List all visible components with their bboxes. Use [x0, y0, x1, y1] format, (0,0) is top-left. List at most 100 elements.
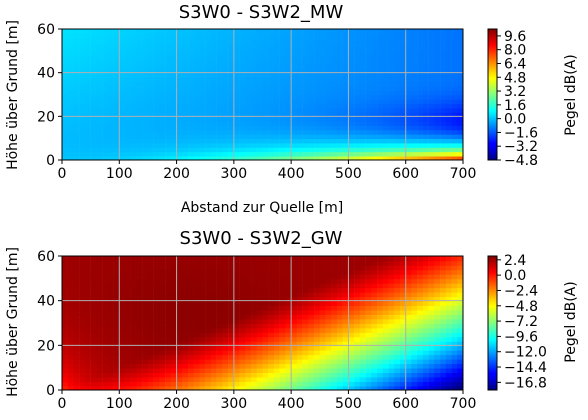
chart-gw-cell [319, 309, 326, 315]
chart-gw-cell [365, 331, 372, 338]
chart-mw-cell [228, 55, 235, 61]
chart-mw-cell [291, 98, 298, 105]
chart-gw-cell [113, 323, 120, 329]
chart-mw-cell [440, 68, 447, 74]
chart-mw-cell [245, 103, 252, 109]
chart-gw-cell [205, 385, 212, 390]
chart-gw-cell [228, 372, 235, 378]
chart-gw-cell [113, 327, 120, 333]
chart-mw-cell [399, 68, 406, 74]
chart-gw-cell [296, 309, 303, 315]
chart-gw-cell [336, 367, 343, 374]
chart-mw-cell [457, 155, 463, 160]
chart-gw-cell [273, 291, 280, 298]
chart-gw-cell [170, 349, 177, 356]
chart-gw-cell [79, 256, 86, 262]
chart-mw-cell [331, 33, 338, 39]
chart-mw-cell [399, 42, 406, 48]
chart-mw-cell [440, 107, 447, 113]
chart-gw-cell [359, 296, 366, 302]
chart-mw-cell [165, 37, 172, 43]
chart-mw-cell [434, 120, 441, 126]
chart-mw-cell [377, 29, 384, 35]
chart-mw-cell [239, 129, 246, 135]
chart-gw-cell [359, 309, 366, 315]
chart-gw-cell [394, 278, 401, 284]
chart-mw-cell [319, 129, 326, 135]
chart-mw-cell [193, 77, 200, 83]
chart-mw-cell [342, 146, 349, 153]
chart-mw-cell [359, 59, 366, 65]
chart-gw-cell [342, 309, 349, 315]
chart-mw-cell [210, 146, 217, 153]
chart-gw-cell [102, 256, 109, 262]
chart-gw-cell [359, 269, 366, 275]
chart-gw-cell [336, 327, 343, 333]
chart-gw-cell [359, 291, 366, 298]
chart-mw-cell [440, 146, 447, 153]
chart-mw-cell [205, 142, 212, 148]
chart-mw-cell [291, 103, 298, 109]
chart-gw-cell [422, 300, 429, 307]
chart-gw-cell [79, 323, 86, 329]
chart-gw-cell [159, 309, 166, 315]
chart-gw-cell [130, 309, 137, 315]
chart-mw-cell [285, 142, 292, 148]
chart-gw-cell [262, 309, 269, 315]
chart-gw-cell [279, 358, 286, 365]
chart-gw-cell [325, 327, 332, 333]
chart-mw-cell [319, 98, 326, 105]
chart-gw-cell [354, 354, 361, 360]
chart-gw-cell [119, 358, 126, 365]
chart-mw-cell [125, 103, 131, 109]
chart-gw-cell [193, 349, 200, 356]
chart-gw-cell [377, 381, 384, 387]
chart-gw-cell [285, 309, 292, 315]
chart-mw-cell [314, 94, 321, 100]
chart-gw-cell [314, 354, 321, 360]
chart-mw-cell [417, 85, 424, 92]
chart-mw-cell [147, 120, 154, 126]
chart-mw-cell [142, 81, 149, 87]
chart-gw-cell [371, 340, 378, 347]
chart-mw-cell [182, 29, 189, 35]
chart-mw-cell [199, 133, 206, 140]
chart-mw-cell [405, 81, 412, 87]
chart-gw-cell [279, 300, 286, 307]
chart-mw-cell [365, 98, 372, 105]
chart-gw-cell [188, 300, 194, 307]
chart-mw-cell [296, 85, 303, 92]
chart-gw-cell [107, 327, 114, 333]
chart-gw-cell [302, 273, 309, 280]
chart-mw-cell [125, 46, 131, 52]
chart-gw-cell [79, 291, 86, 298]
chart-mw-cell [73, 55, 80, 61]
chart-gw-cell [319, 327, 326, 333]
chart-gw-cell [262, 358, 269, 365]
chart-gw-cell [153, 354, 160, 360]
chart-mw-cell [371, 125, 378, 131]
chart-mw-cell [308, 94, 315, 100]
chart-mw-cell [119, 81, 126, 87]
chart-gw-cell [377, 260, 384, 266]
chart-mw-cell [130, 116, 137, 122]
chart-gw-cell [291, 287, 298, 293]
chart-mw-cell [411, 94, 418, 100]
chart-mw-cell [147, 68, 154, 74]
chart-mw-cell [422, 63, 429, 70]
chart-gw-cell [153, 256, 160, 262]
chart-gw-cell [308, 256, 315, 262]
chart-mw-cell [113, 46, 120, 52]
chart-mw-cell [348, 63, 355, 70]
chart-mw-cell [147, 46, 154, 52]
chart-gw-cell [102, 358, 109, 365]
chart-mw-cell [422, 81, 429, 87]
chart-gw-cell [73, 340, 80, 347]
chart-mw-cell [62, 98, 68, 105]
chart-gw-cell [113, 318, 120, 324]
chart-gw-cell [199, 296, 206, 302]
chart-mw-cell [102, 129, 109, 135]
chart-gw-cell [302, 260, 309, 266]
chart-gw-cell [251, 327, 258, 333]
